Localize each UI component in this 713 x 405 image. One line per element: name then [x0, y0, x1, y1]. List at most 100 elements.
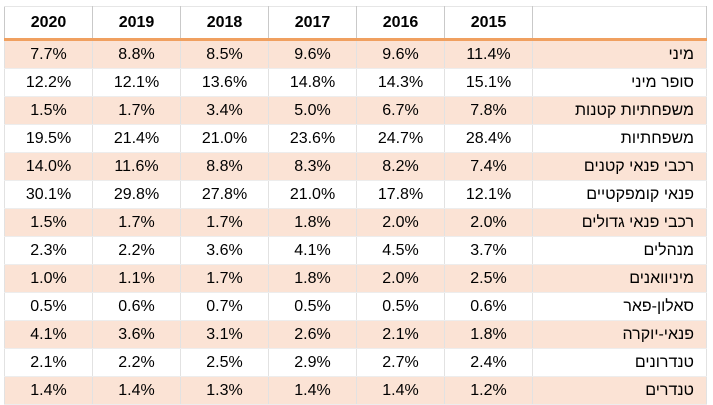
share-cell: 2.3% [4, 236, 93, 265]
segment-label: טנדרים [532, 376, 707, 405]
share-cell: 12.2% [4, 68, 93, 97]
share-cell: 21.0% [180, 124, 269, 153]
share-cell: 2.2% [92, 348, 181, 377]
share-cell: 1.7% [180, 264, 269, 293]
share-cell: 2.7% [356, 348, 445, 377]
year-header-2017: 2017 [268, 6, 357, 40]
share-cell: 15.1% [444, 68, 533, 97]
table-row: 12.2% 12.1% 13.6% 14.8% 14.3% 15.1% סופר מיני [4, 68, 707, 97]
share-cell: 0.5% [356, 292, 445, 321]
share-cell: 7.7% [4, 39, 93, 69]
segment-label: משפחתיות [532, 124, 707, 153]
table-row: 1.4% 1.4% 1.3% 1.4% 1.4% 1.2% טנדרים [4, 376, 707, 405]
share-cell: 2.2% [92, 236, 181, 265]
share-cell: 4.5% [356, 236, 445, 265]
share-cell: 14.8% [268, 68, 357, 97]
share-cell: 1.2% [444, 376, 533, 405]
segment-label: רכבי פנאי גדולים [532, 208, 707, 237]
year-header-2019: 2019 [92, 6, 181, 40]
table-row: 1.5% 1.7% 1.7% 1.8% 2.0% 2.0% רכבי פנאי גדולים [4, 208, 707, 237]
share-cell: 4.1% [268, 236, 357, 265]
label-header [532, 6, 707, 40]
share-cell: 13.6% [180, 68, 269, 97]
share-cell: 1.4% [356, 376, 445, 405]
share-cell: 7.8% [444, 96, 533, 125]
share-cell: 2.0% [356, 264, 445, 293]
table-row: 4.1% 3.6% 3.1% 2.6% 2.1% 1.8% פנאי-יוקרה [4, 320, 707, 349]
share-cell: 19.5% [4, 124, 93, 153]
share-cell: 11.6% [92, 152, 181, 181]
share-cell: 1.5% [4, 96, 93, 125]
table-row: 0.5% 0.6% 0.7% 0.5% 0.5% 0.6% סאלון-פאר [4, 292, 707, 321]
segment-label: מיניוואנים [532, 264, 707, 293]
share-cell: 2.0% [356, 208, 445, 237]
segment-label: סופר מיני [532, 68, 707, 97]
segment-label: מנהלים [532, 236, 707, 265]
year-header-2015: 2015 [444, 6, 533, 40]
share-cell: 29.8% [92, 180, 181, 209]
share-cell: 0.5% [268, 292, 357, 321]
table-row: 30.1% 29.8% 27.8% 21.0% 17.8% 12.1% פנאי קומפק… [4, 180, 707, 209]
table-row: 19.5% 21.4% 21.0% 23.6% 24.7% 28.4% משפחתיות [4, 124, 707, 153]
year-header-2018: 2018 [180, 6, 269, 40]
share-cell: 12.1% [92, 68, 181, 97]
segment-label: פנאי קומפקטיים [532, 180, 707, 209]
table-row: 14.0% 11.6% 8.8% 8.3% 8.2% 7.4% רכבי פנאי קטני… [4, 152, 707, 181]
share-cell: 1.1% [92, 264, 181, 293]
share-cell: 2.9% [268, 348, 357, 377]
share-cell: 1.7% [92, 208, 181, 237]
table-row: 1.5% 1.7% 3.4% 5.0% 6.7% 7.8% משפחתיות קטנות [4, 96, 707, 125]
share-cell: 14.3% [356, 68, 445, 97]
share-cell: 24.7% [356, 124, 445, 153]
segment-label: רכבי פנאי קטנים [532, 152, 707, 181]
share-cell: 0.7% [180, 292, 269, 321]
share-cell: 3.6% [92, 320, 181, 349]
share-cell: 12.1% [444, 180, 533, 209]
share-cell: 1.8% [444, 320, 533, 349]
share-cell: 1.4% [268, 376, 357, 405]
segment-label: משפחתיות קטנות [532, 96, 707, 125]
share-cell: 2.4% [444, 348, 533, 377]
share-cell: 2.5% [180, 348, 269, 377]
share-cell: 1.3% [180, 376, 269, 405]
table-row: 7.7% 8.8% 8.5% 9.6% 9.6% 11.4% מיני [4, 39, 707, 69]
segment-share-table: 2020 2019 2018 2017 2016 2015 7.7% 8.8% 8.5% 9.6… [4, 6, 707, 405]
share-cell: 14.0% [4, 152, 93, 181]
segment-label: סאלון-פאר [532, 292, 707, 321]
share-cell: 11.4% [444, 39, 533, 69]
share-cell: 0.6% [444, 292, 533, 321]
share-cell: 6.7% [356, 96, 445, 125]
share-cell: 1.7% [180, 208, 269, 237]
share-cell: 3.7% [444, 236, 533, 265]
share-cell: 2.6% [268, 320, 357, 349]
share-cell: 2.0% [444, 208, 533, 237]
table-row: 2.3% 2.2% 3.6% 4.1% 4.5% 3.7% מנהלים [4, 236, 707, 265]
year-header-2020: 2020 [4, 6, 93, 40]
share-cell: 5.0% [268, 96, 357, 125]
share-cell: 21.0% [268, 180, 357, 209]
share-cell: 1.8% [268, 208, 357, 237]
year-header-2016: 2016 [356, 6, 445, 40]
share-cell: 8.8% [180, 152, 269, 181]
share-cell: 0.6% [92, 292, 181, 321]
share-cell: 30.1% [4, 180, 93, 209]
share-cell: 9.6% [356, 39, 445, 69]
share-cell: 1.7% [92, 96, 181, 125]
table-body: 7.7% 8.8% 8.5% 9.6% 9.6% 11.4% מיני 12.2% 12.1% 1… [4, 39, 707, 405]
share-cell: 21.4% [92, 124, 181, 153]
share-cell: 1.5% [4, 208, 93, 237]
share-cell: 28.4% [444, 124, 533, 153]
share-cell: 2.1% [356, 320, 445, 349]
segment-label: טנדרונים [532, 348, 707, 377]
share-cell: 8.3% [268, 152, 357, 181]
segment-label: מיני [532, 39, 707, 69]
table-header: 2020 2019 2018 2017 2016 2015 [4, 6, 707, 40]
share-cell: 17.8% [356, 180, 445, 209]
table-row: 1.0% 1.1% 1.7% 1.8% 2.0% 2.5% מיניוואנים [4, 264, 707, 293]
share-cell: 8.5% [180, 39, 269, 69]
share-cell: 7.4% [444, 152, 533, 181]
table-row: 2.1% 2.2% 2.5% 2.9% 2.7% 2.4% טנדרונים [4, 348, 707, 377]
share-cell: 3.6% [180, 236, 269, 265]
share-cell: 9.6% [268, 39, 357, 69]
share-cell: 8.8% [92, 39, 181, 69]
